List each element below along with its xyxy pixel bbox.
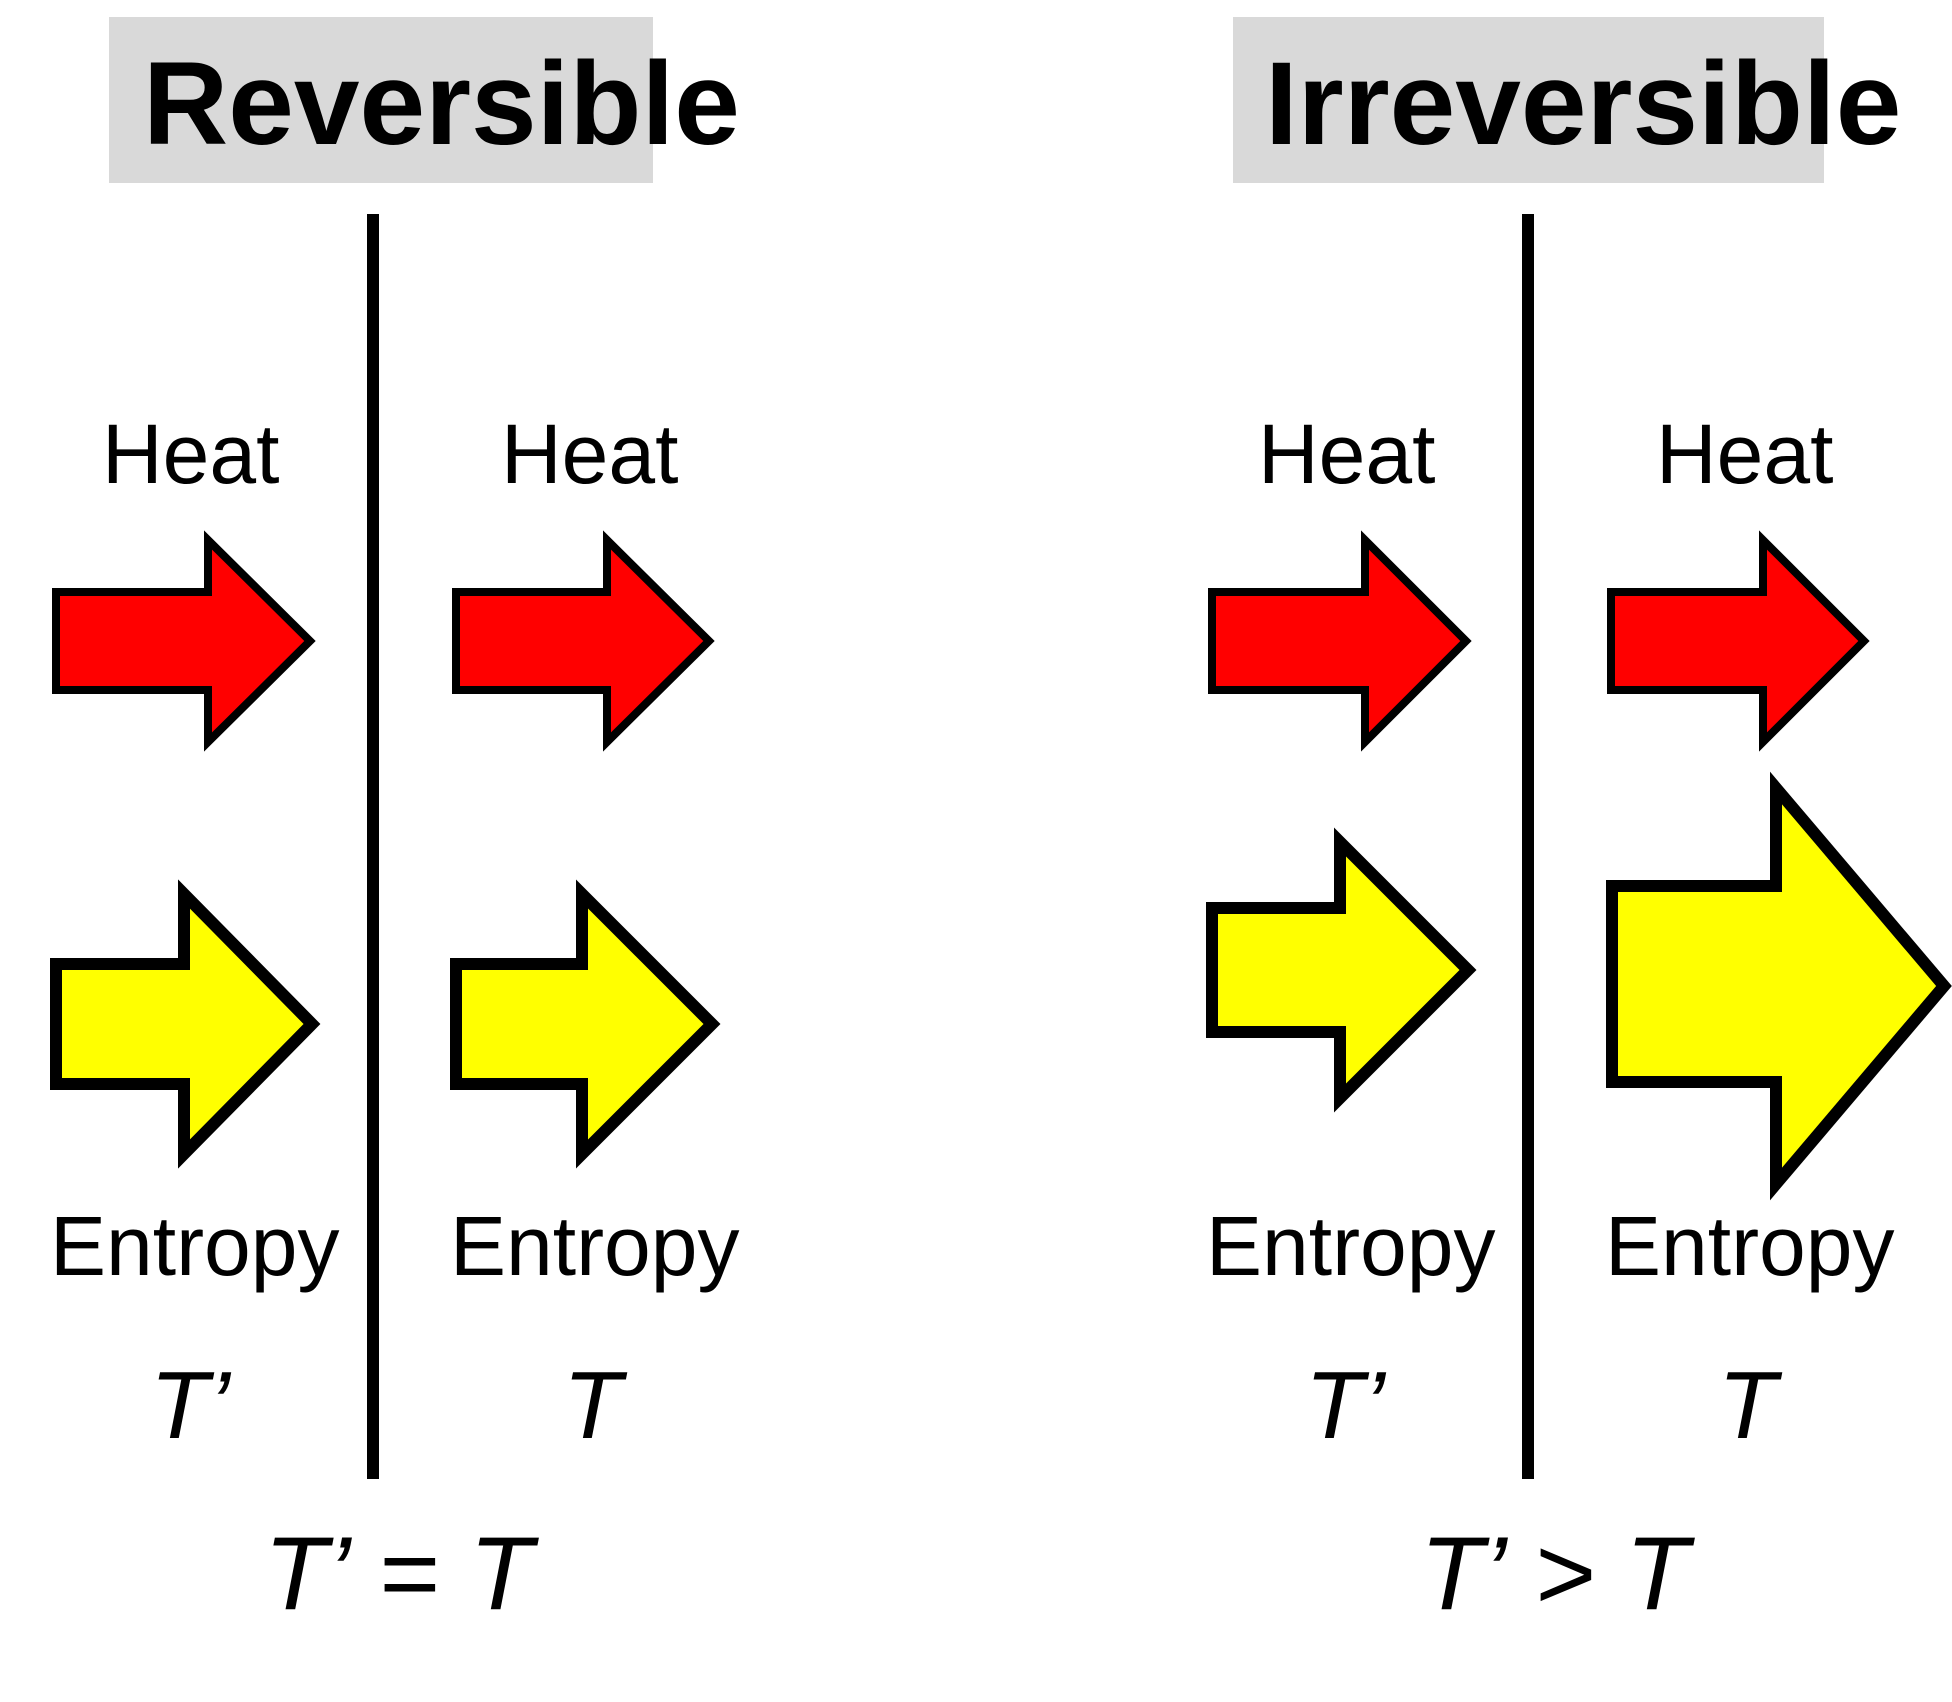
irreversible-right-heat-label: Heat	[1656, 407, 1834, 501]
irreversible-relation: T’ > T	[1420, 1522, 1689, 1626]
irreversible-relation-rhs: T	[1625, 1516, 1689, 1632]
reversible-left-heat-arrow	[52, 530, 316, 752]
irreversible-left-heat-arrow	[1208, 530, 1472, 752]
irreversible-relation-operator: >	[1535, 1516, 1597, 1632]
reversible-title-box	[109, 17, 653, 183]
reversible-right-temperature: T	[563, 1352, 622, 1459]
reversible-right-heat-arrow	[452, 530, 715, 752]
reversible-relation-lhs: T’	[264, 1516, 351, 1632]
reversible-relation: T’ = T	[264, 1522, 533, 1626]
irreversible-title: Irreversible	[1265, 38, 1902, 170]
irreversible-title-box	[1233, 17, 1824, 183]
reversible-relation-operator: =	[379, 1516, 441, 1632]
irreversible-right-heat-arrow	[1607, 530, 1870, 752]
irreversible-left-entropy-label: Entropy	[1206, 1199, 1496, 1293]
irreversible-left-entropy-arrow	[1206, 827, 1477, 1113]
irreversible-divider	[1522, 214, 1534, 1479]
reversible-title: Reversible	[143, 38, 740, 170]
reversible-left-heat-label: Heat	[102, 407, 280, 501]
reversible-left-temperature: T’	[150, 1352, 230, 1459]
irreversible-right-entropy-label: Entropy	[1605, 1199, 1895, 1293]
irreversible-left-temperature: T’	[1305, 1352, 1385, 1459]
reversible-left-entropy-arrow	[50, 879, 321, 1169]
reversible-right-entropy-arrow	[450, 879, 721, 1169]
reversible-left-entropy-label: Entropy	[50, 1199, 340, 1293]
reversible-right-heat-label: Heat	[501, 407, 679, 501]
irreversible-left-heat-label: Heat	[1258, 407, 1436, 501]
irreversible-right-temperature: T	[1718, 1352, 1777, 1459]
reversible-relation-rhs: T	[469, 1516, 533, 1632]
reversible-right-entropy-label: Entropy	[450, 1199, 740, 1293]
irreversible-right-entropy-arrow	[1606, 771, 1952, 1201]
irreversible-relation-lhs: T’	[1420, 1516, 1507, 1632]
reversible-divider	[367, 214, 379, 1479]
